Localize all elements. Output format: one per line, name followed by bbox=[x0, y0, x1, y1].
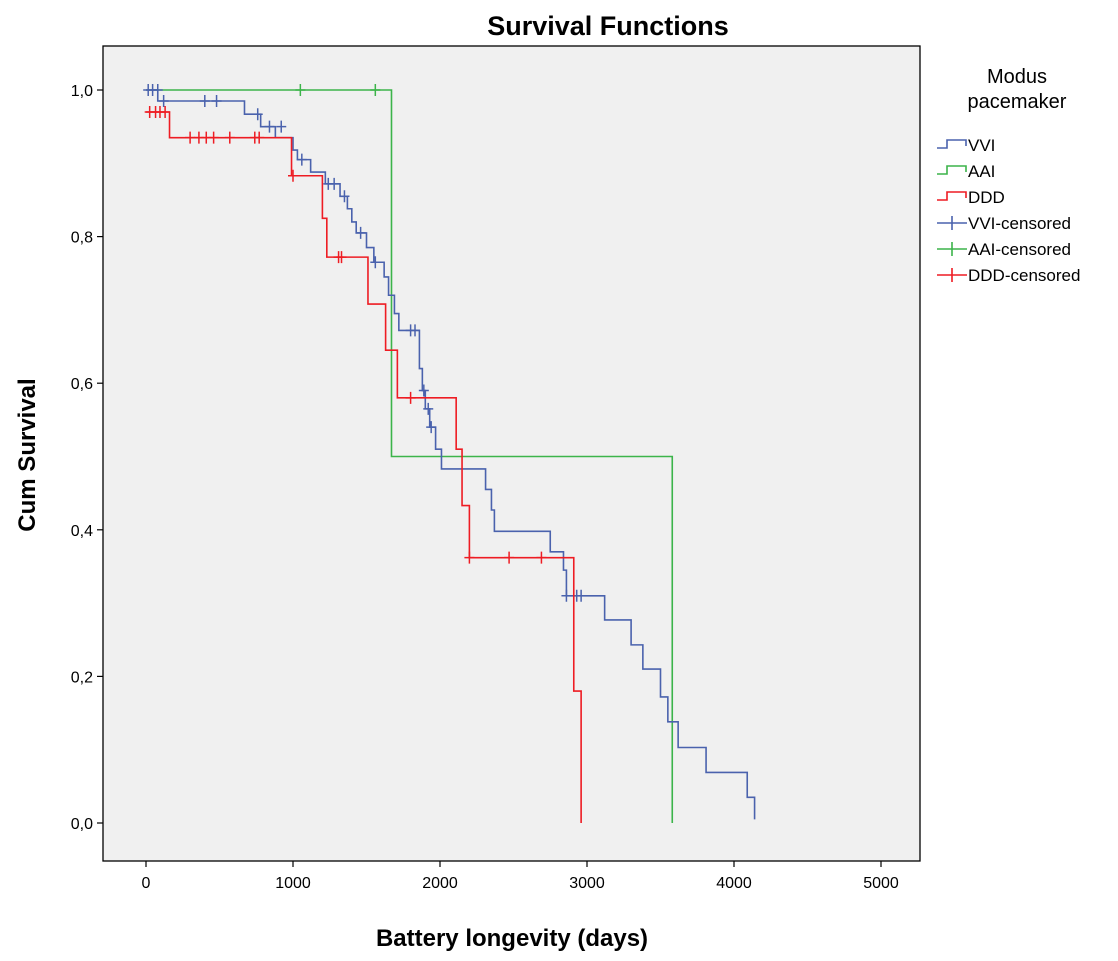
censored-mark-vvi bbox=[339, 190, 350, 203]
censored-mark-vvi bbox=[158, 94, 169, 107]
x-axis: 0 1000 2000 3000 4000 5000 bbox=[142, 861, 899, 892]
censored-mark-ddd bbox=[336, 251, 347, 264]
legend-label: DDD-censored bbox=[968, 266, 1080, 285]
censored-mark-vvi bbox=[296, 153, 307, 166]
censored-mark-vvi bbox=[426, 421, 437, 434]
legend-label: VVI bbox=[968, 136, 995, 155]
censored-mark-vvi bbox=[276, 120, 287, 133]
x-axis-label: Battery longevity (days) bbox=[376, 925, 648, 952]
legend-swatch-step bbox=[937, 139, 967, 149]
censored-mark-ddd bbox=[464, 551, 475, 564]
y-axis: 0,0 0,2 0,4 0,6 0,8 1,0 bbox=[71, 83, 103, 833]
legend-label: AAI bbox=[968, 162, 995, 181]
legend-label: VVI-censored bbox=[968, 214, 1071, 233]
y-tick-label: 0,6 bbox=[71, 376, 93, 393]
legend-swatch-step bbox=[937, 191, 967, 201]
plot-area bbox=[102, 45, 921, 862]
y-tick-label: 1,0 bbox=[71, 83, 93, 100]
series-ddd bbox=[144, 105, 582, 823]
censored-mark-ddd bbox=[208, 131, 219, 144]
legend-title: pacemaker bbox=[968, 91, 1067, 113]
x-tick-label: 3000 bbox=[569, 875, 605, 892]
legend-label: DDD bbox=[968, 188, 1005, 207]
x-tick-label: 2000 bbox=[422, 875, 458, 892]
censored-mark-vvi bbox=[199, 94, 210, 107]
chart-title: Survival Functions bbox=[487, 11, 729, 41]
series-vvi bbox=[143, 84, 756, 820]
y-tick-label: 0,2 bbox=[71, 669, 93, 686]
x-tick-label: 1000 bbox=[275, 875, 311, 892]
censored-mark-ddd bbox=[254, 131, 265, 144]
censored-mark-aai bbox=[295, 84, 306, 96]
y-axis-label: Cum Survival bbox=[14, 378, 41, 531]
censored-mark-aai bbox=[370, 84, 381, 96]
censored-mark-vvi bbox=[355, 226, 366, 239]
censored-mark-ddd bbox=[224, 131, 235, 144]
y-tick-label: 0,8 bbox=[71, 230, 93, 247]
censored-mark-vvi bbox=[211, 94, 222, 107]
series-aai bbox=[146, 84, 674, 823]
x-tick-label: 4000 bbox=[716, 875, 752, 892]
censored-mark-ddd bbox=[504, 551, 515, 564]
y-tick-label: 0,0 bbox=[71, 816, 93, 833]
legend-swatch-cross bbox=[937, 268, 967, 282]
censored-mark-vvi bbox=[252, 108, 263, 121]
censored-mark-vvi bbox=[410, 324, 421, 337]
censored-mark-ddd bbox=[160, 105, 171, 118]
plot-series bbox=[143, 84, 756, 823]
censored-mark-vvi bbox=[576, 589, 587, 602]
censored-mark-ddd bbox=[536, 551, 547, 564]
censored-mark-vvi bbox=[418, 384, 429, 397]
censored-mark-vvi bbox=[152, 84, 163, 96]
survival-step-line-vvi bbox=[146, 89, 756, 820]
censored-mark-ddd bbox=[185, 131, 196, 144]
legend-swatch-cross bbox=[937, 216, 967, 230]
x-tick-label: 0 bbox=[142, 875, 151, 892]
censored-mark-vvi bbox=[264, 120, 275, 133]
survival-step-line-aai bbox=[146, 89, 674, 823]
y-tick-label: 0,4 bbox=[71, 523, 93, 540]
legend-title: Modus bbox=[987, 66, 1047, 88]
legend-swatch-step bbox=[937, 165, 967, 175]
censored-mark-ddd bbox=[288, 169, 298, 182]
censored-mark-ddd bbox=[405, 391, 416, 404]
censored-mark-vvi bbox=[561, 589, 572, 602]
x-tick-label: 5000 bbox=[863, 875, 899, 892]
legend: Modus pacemaker VVI AAI DDD VVI-censored AAI-c… bbox=[937, 66, 1080, 285]
censored-mark-vvi bbox=[370, 256, 381, 269]
censored-mark-vvi bbox=[423, 402, 434, 415]
legend-label: AAI-censored bbox=[968, 240, 1071, 259]
legend-swatch-cross bbox=[937, 242, 967, 256]
censored-mark-vvi bbox=[329, 177, 340, 190]
